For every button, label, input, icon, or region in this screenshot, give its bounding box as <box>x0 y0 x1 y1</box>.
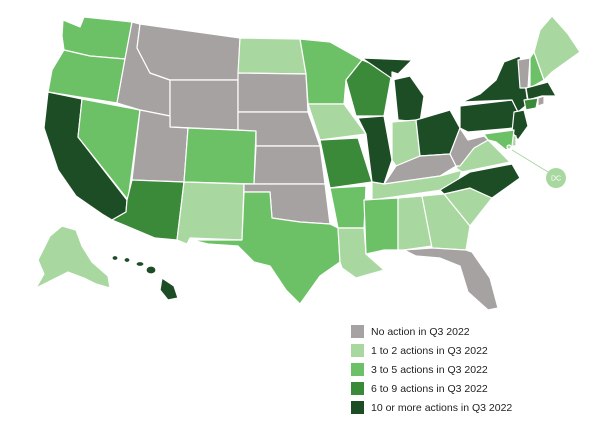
state-NJ[interactable] <box>511 109 529 141</box>
state-AR[interactable] <box>329 185 367 229</box>
state-RI[interactable] <box>537 95 545 107</box>
legend-label-mid: 3 to 5 actions in Q3 2022 <box>371 363 488 376</box>
dc-leader-line <box>511 149 549 173</box>
state-MT[interactable] <box>136 23 241 81</box>
state-FL[interactable] <box>403 247 499 311</box>
legend-label-dark: 6 to 9 actions in Q3 2022 <box>371 382 488 395</box>
dc-callout-circle[interactable] <box>546 168 566 188</box>
legend-label-darkest: 10 or more actions in Q3 2022 <box>371 401 513 414</box>
legend-label-none: No action in Q3 2022 <box>371 325 470 338</box>
hawaii-island-kauai <box>111 254 119 262</box>
legend: No action in Q3 2022 1 to 2 actions in Q… <box>351 322 512 417</box>
state-SD[interactable] <box>237 72 309 113</box>
legend-item-light: 1 to 2 actions in Q3 2022 <box>351 341 512 360</box>
legend-label-light: 1 to 2 actions in Q3 2022 <box>371 344 488 357</box>
state-AL[interactable] <box>397 195 433 251</box>
state-MN[interactable] <box>299 38 363 105</box>
state-AK[interactable] <box>35 225 111 289</box>
state-MS[interactable] <box>363 197 399 255</box>
state-TX[interactable] <box>191 191 341 305</box>
legend-item-dark: 6 to 9 actions in Q3 2022 <box>351 379 512 398</box>
dc-callout-label: DC <box>551 176 561 183</box>
state-CT[interactable] <box>523 97 539 111</box>
legend-item-darkest: 10 or more actions in Q3 2022 <box>351 398 512 417</box>
state-HI[interactable] <box>111 254 179 301</box>
state-PA[interactable] <box>459 99 519 133</box>
state-NC[interactable] <box>439 163 521 199</box>
legend-swatch-light <box>351 344 364 357</box>
hawaii-island-big-island <box>159 277 179 301</box>
state-LA[interactable] <box>337 227 385 279</box>
state-DC[interactable] <box>506 144 512 150</box>
state-MI[interactable] <box>361 57 425 123</box>
state-MA[interactable] <box>525 81 557 101</box>
state-ND[interactable] <box>237 37 307 75</box>
hawaii-island-maui <box>145 265 157 275</box>
legend-swatch-darkest <box>351 401 364 414</box>
state-GA[interactable] <box>421 193 471 251</box>
hawaii-island-molokai <box>135 260 145 268</box>
legend-swatch-dark <box>351 382 364 395</box>
state-ME[interactable] <box>533 15 581 81</box>
state-MO[interactable] <box>319 137 373 189</box>
legend-item-mid: 3 to 5 actions in Q3 2022 <box>351 360 512 379</box>
state-MD[interactable] <box>483 129 515 151</box>
state-KS[interactable] <box>253 145 326 185</box>
state-VT[interactable] <box>517 57 531 89</box>
legend-swatch-mid <box>351 363 364 376</box>
state-CO[interactable] <box>183 127 257 185</box>
hawaii-island-oahu <box>123 256 131 264</box>
legend-item-none: No action in Q3 2022 <box>351 322 512 341</box>
state-NM[interactable] <box>176 181 245 245</box>
legend-swatch-none <box>351 325 364 338</box>
state-WI[interactable] <box>345 59 393 117</box>
state-WY[interactable] <box>169 79 239 131</box>
